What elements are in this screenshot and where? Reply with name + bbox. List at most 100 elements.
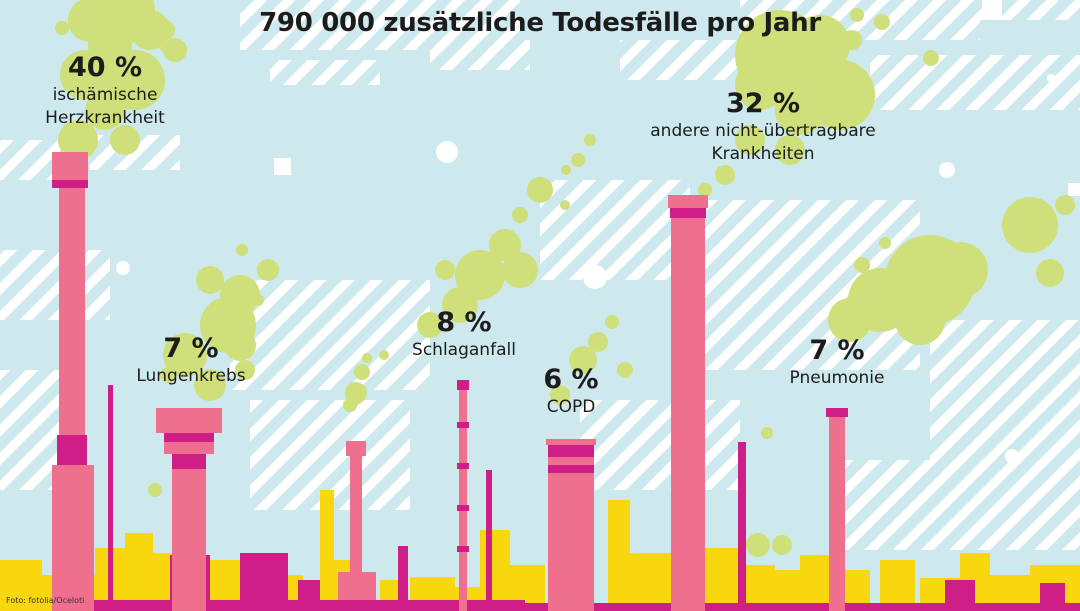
smoke-puff — [163, 38, 187, 62]
chimney-schlag — [459, 390, 467, 611]
smoke-puff — [343, 398, 357, 412]
data-label: 8 % Schlaganfall — [364, 307, 564, 362]
stripe-patch — [0, 250, 110, 320]
data-label-category: Lungenkrebs — [136, 366, 246, 386]
factory-building — [1040, 583, 1065, 611]
chimney-lunge — [172, 469, 206, 611]
data-label: 7 % Lungenkrebs — [91, 333, 291, 388]
smoke-puff — [828, 298, 872, 342]
stripe-patch — [930, 320, 1080, 470]
smoke-puff — [761, 427, 773, 439]
smoke-puff — [527, 177, 553, 203]
chimney-herz — [52, 465, 94, 611]
smoke-puff — [58, 120, 98, 160]
chimney-schlag — [457, 505, 469, 511]
stripe-patch — [580, 400, 740, 490]
smoke-puff — [362, 353, 372, 363]
data-label-value: 40 % — [67, 52, 143, 83]
smoke-puff — [879, 237, 891, 249]
chimney-schlag — [457, 380, 469, 390]
factory-building — [108, 385, 113, 611]
smoke-puff — [85, 90, 125, 130]
photo-credit: Foto: fotolia/Oceloti — [6, 596, 85, 605]
factory-building — [85, 600, 525, 611]
chimney-copd — [548, 445, 594, 457]
white-dot — [436, 141, 458, 163]
smoke-puff — [850, 8, 864, 22]
smoke-puff — [735, 125, 765, 155]
factory-building — [486, 470, 492, 611]
smoke-puff — [163, 333, 207, 377]
chimney-small — [346, 441, 366, 456]
chimney-herz — [52, 180, 88, 188]
smoke-puff — [455, 250, 505, 300]
smoke-puff — [155, 20, 175, 40]
smoke-puff — [605, 315, 619, 329]
factory-building — [880, 560, 915, 611]
factory-building — [398, 546, 408, 611]
white-dot — [116, 261, 130, 275]
chimney-lunge — [164, 442, 214, 454]
smoke-puff — [878, 273, 896, 291]
smoke-puff — [772, 535, 792, 555]
chimney-andere — [671, 218, 705, 611]
chimney-pneumo — [826, 408, 848, 417]
stripe-patch — [620, 40, 740, 80]
stripe-patch — [540, 180, 690, 280]
white-dot — [939, 162, 955, 178]
white-dot — [1005, 449, 1019, 463]
smoke-puff — [130, 10, 170, 50]
data-label-category: Krankheiten — [711, 144, 815, 164]
stripe-patch — [870, 55, 1080, 110]
data-label: 32 % andere nicht-übertragbare Krankheiten — [603, 88, 923, 166]
smoke-puff — [160, 43, 170, 53]
smoke-puff — [698, 183, 712, 197]
smoke-puff — [1036, 259, 1064, 287]
white-dot — [1047, 74, 1055, 82]
smoke-puff — [874, 14, 890, 30]
smoke-clouds — [55, 0, 1075, 557]
smoke-puff — [110, 125, 140, 155]
smoke-puff — [895, 295, 945, 345]
data-label: 40 % ischämische Herzkrankheit — [0, 52, 215, 130]
data-label-category: Pneumonie — [789, 368, 885, 388]
chimney-copd — [548, 473, 594, 611]
smoke-puff — [550, 385, 570, 405]
chimney-andere — [670, 208, 706, 218]
chimney-pneumo — [829, 417, 845, 611]
smoke-puff — [196, 266, 224, 294]
smoke-puff — [735, 60, 785, 110]
smoke-puff — [148, 483, 162, 497]
factory-building — [520, 603, 1080, 611]
smoke-puff — [252, 294, 264, 306]
factory-building — [945, 580, 975, 611]
chimney-small — [350, 456, 362, 581]
smoke-puff — [584, 134, 596, 146]
smoke-puff — [224, 329, 256, 361]
chimney-copd — [546, 439, 596, 445]
factory-building — [738, 442, 746, 611]
smoke-puff — [105, 50, 165, 110]
smoke-puff — [194, 369, 226, 401]
smoke-puff — [923, 50, 939, 66]
smoke-puff — [60, 50, 110, 100]
factory-building — [608, 500, 630, 611]
factory-buildings — [0, 385, 1080, 611]
smoke-puff — [442, 287, 478, 323]
white-square — [274, 158, 291, 175]
stripe-patch — [980, 0, 1080, 20]
data-label-value: 6 % — [543, 364, 599, 395]
data-label-category: ischämische — [52, 85, 158, 105]
smoke-puff — [257, 259, 279, 281]
smoke-puff — [715, 165, 735, 185]
smoke-puff — [379, 350, 389, 360]
data-label-category: COPD — [546, 397, 596, 417]
smoke-puff — [561, 165, 571, 175]
data-label-category: Herzkrankheit — [45, 108, 165, 128]
white-dot — [583, 265, 607, 289]
chimney-herz — [59, 188, 85, 435]
white-square — [1068, 183, 1080, 196]
data-label: 7 % Pneumonie — [737, 335, 937, 390]
smoke-puff — [1002, 197, 1058, 253]
smoke-puff — [588, 332, 608, 352]
